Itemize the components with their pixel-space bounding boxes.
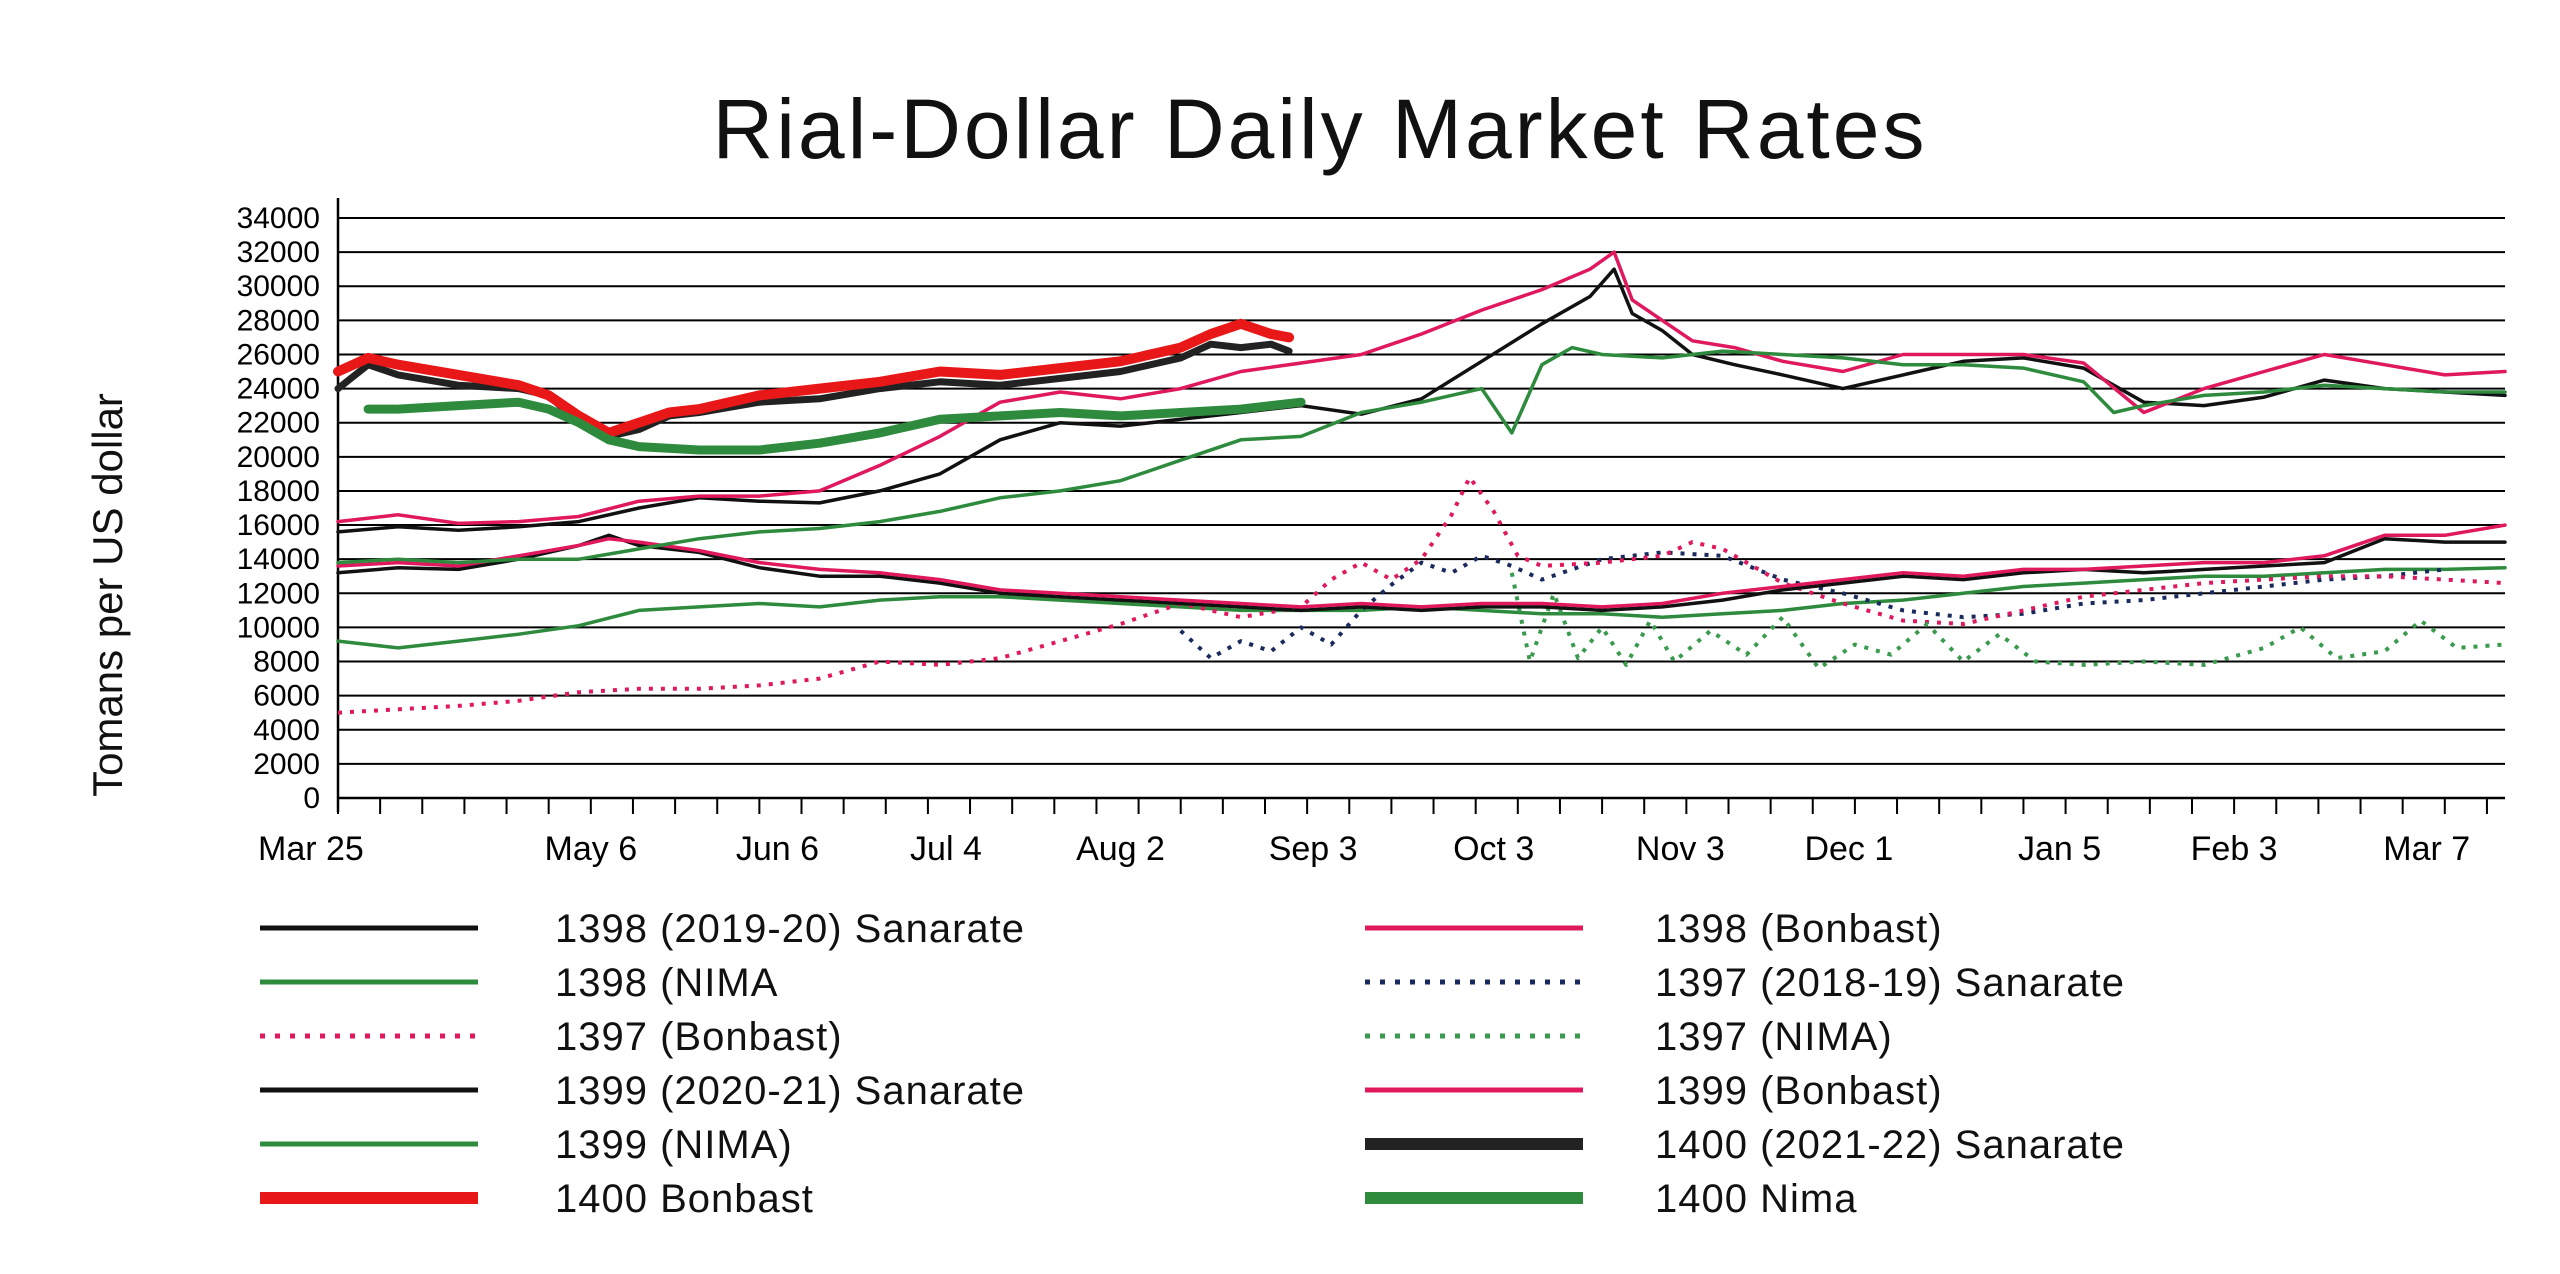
x-tick-label: May 6 [545, 830, 638, 868]
y-tick-label: 10000 [237, 611, 320, 644]
y-tick-label: 4000 [253, 714, 320, 747]
series-line-7 [336, 523, 2507, 609]
x-tick-label: Nov 3 [1636, 830, 1725, 868]
y-tick-label: 20000 [237, 441, 320, 474]
series-line-9 [334, 340, 1293, 440]
y-tick-label: 0 [303, 782, 320, 815]
y-tick-label: 8000 [253, 646, 320, 679]
x-tick-label: Jan 5 [2018, 830, 2101, 868]
series-line-11 [363, 397, 1306, 455]
legend-label: 1399 (2020-21) Sanarate [555, 1069, 1025, 1113]
legend-label: 1399 (NIMA) [555, 1123, 793, 1167]
x-tick-label: Aug 2 [1076, 830, 1165, 868]
y-tick-label: 12000 [237, 577, 320, 610]
series-line-1 [336, 250, 2507, 526]
x-tick-label: Jun 6 [736, 830, 819, 868]
x-tick-label: Dec 1 [1804, 830, 1893, 868]
legend-label: 1398 (Bonbast) [1655, 907, 1943, 951]
series-line-8 [336, 345, 2507, 565]
y-tick-label: 6000 [253, 680, 320, 713]
y-tick-label: 34000 [237, 202, 320, 235]
series-line-5 [1509, 572, 2506, 671]
x-tick-label: Mar 7 [2383, 830, 2470, 868]
y-tick-label: 16000 [237, 509, 320, 542]
legend-label: 1400 Bonbast [555, 1177, 814, 1221]
series-line-0 [336, 267, 2507, 534]
y-tick-label: 28000 [237, 304, 320, 337]
legend-label: 1398 (NIMA [555, 961, 778, 1005]
axes: 0200040006000800010000120001400016000180… [237, 198, 2505, 868]
legend-label: 1397 (Bonbast) [555, 1015, 843, 1059]
x-tick-label: Sep 3 [1269, 830, 1358, 868]
y-tick-label: 22000 [237, 407, 320, 440]
series-line-10 [333, 318, 1295, 438]
y-tick-label: 24000 [237, 373, 320, 406]
y-tick-label: 30000 [237, 270, 320, 303]
y-tick-label: 14000 [237, 543, 320, 576]
legend-label: 1400 (2021-22) Sanarate [1655, 1123, 2125, 1167]
legend-label: 1397 (NIMA) [1655, 1015, 1893, 1059]
x-tick-label: Oct 3 [1453, 830, 1534, 868]
chart-title: Rial-Dollar Daily Market Rates [713, 82, 1928, 176]
y-tick-label: 32000 [237, 236, 320, 269]
legend-label: 1397 (2018-19) Sanarate [1655, 961, 2125, 1005]
grid-lines [338, 217, 2505, 799]
series-line-4 [337, 475, 2506, 715]
y-tick-label: 26000 [237, 338, 320, 371]
y-tick-label: 2000 [253, 748, 320, 781]
series-lines [333, 250, 2507, 715]
legend-label: 1400 Nima [1655, 1177, 1857, 1221]
y-tick-label: 18000 [237, 475, 320, 508]
legend-label: 1399 (Bonbast) [1655, 1069, 1943, 1113]
x-tick-label: Feb 3 [2191, 830, 2278, 868]
y-axis-label: Tomans per US dollar [84, 393, 131, 797]
legend: 1398 (2019-20) Sanarate 1398 (Bonbast) 139… [260, 907, 2125, 1221]
x-tick-label: Jul 4 [910, 830, 982, 868]
legend-label: 1398 (2019-20) Sanarate [555, 907, 1025, 951]
x-tick-label: Mar 25 [258, 830, 364, 868]
